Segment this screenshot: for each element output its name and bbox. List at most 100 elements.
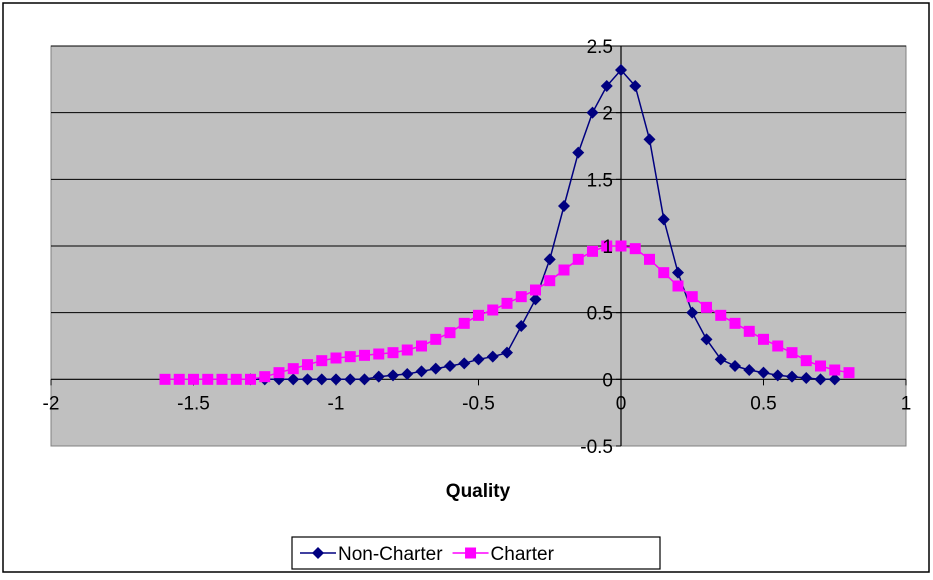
x-tick-label: -2 — [43, 393, 60, 414]
y-tick-label: 1.5 — [587, 170, 613, 191]
data-point-charter — [387, 347, 399, 359]
data-point-charter — [701, 301, 712, 313]
data-point-charter — [330, 352, 342, 364]
data-point-non-charter — [372, 370, 385, 383]
data-point-non-charter — [543, 253, 556, 266]
data-point-charter — [273, 367, 285, 379]
data-point-non-charter — [572, 146, 585, 159]
legend-swatch-marker — [465, 547, 477, 559]
data-point-charter — [359, 349, 370, 361]
data-point-charter — [686, 291, 698, 303]
data-point-charter — [544, 275, 556, 287]
data-point-charter — [430, 333, 442, 345]
data-point-charter — [202, 373, 214, 385]
data-point-non-charter — [814, 373, 827, 386]
data-point-charter — [815, 360, 826, 372]
x-tick-label: -0.5 — [462, 393, 495, 414]
x-tick-label: -1 — [328, 393, 345, 414]
legend-item-non-charter: Non-Charter — [300, 544, 443, 565]
data-point-charter — [159, 373, 171, 385]
data-point-non-charter — [486, 350, 499, 363]
data-point-non-charter — [586, 106, 599, 119]
data-point-charter — [715, 309, 727, 321]
data-point-charter — [458, 317, 470, 329]
data-point-charter — [572, 253, 584, 265]
x-axis-title: Quality — [446, 481, 511, 502]
data-point-charter — [644, 253, 655, 265]
series-layer — [159, 64, 855, 386]
data-point-non-charter — [458, 357, 471, 370]
data-point-charter — [729, 317, 741, 329]
legend-swatch-marker — [312, 547, 324, 559]
y-tick-label: 2 — [602, 104, 613, 125]
data-point-charter — [515, 291, 527, 303]
data-point-charter — [316, 355, 328, 367]
data-point-charter — [344, 351, 356, 363]
data-point-non-charter — [743, 364, 756, 376]
legend-label: Charter — [491, 544, 555, 565]
y-tick-label: -0.5 — [580, 437, 613, 458]
data-point-non-charter — [287, 373, 300, 386]
data-point-charter — [487, 304, 499, 316]
data-point-charter — [672, 280, 684, 292]
data-point-charter — [444, 327, 456, 339]
data-point-non-charter — [501, 346, 513, 359]
data-point-non-charter — [643, 133, 656, 146]
data-point-charter — [743, 325, 755, 337]
data-point-non-charter — [444, 360, 456, 372]
legend: Non-Charter Charter — [291, 536, 661, 570]
y-tick-label: 0.5 — [587, 304, 613, 325]
data-point-charter — [473, 309, 484, 321]
data-point-non-charter — [686, 306, 699, 319]
data-point-charter — [230, 373, 242, 385]
tick-labels: -2 -1.5 -1 -0.5 0 0.5 1 -0.5 0 0.5 1 1.5 2 2.5 — [43, 37, 912, 458]
data-point-charter — [216, 373, 228, 385]
data-point-non-charter — [558, 200, 570, 212]
data-point-charter — [188, 373, 199, 385]
y-tick-label: 1 — [602, 237, 613, 258]
y-tick-label: 0 — [602, 370, 613, 391]
series-non-charter — [244, 64, 841, 386]
data-point-non-charter — [529, 293, 542, 306]
data-point-non-charter — [714, 353, 727, 366]
legend-item-charter: Charter — [452, 544, 555, 565]
data-point-charter — [843, 367, 855, 379]
data-point-charter — [558, 264, 570, 276]
data-point-non-charter — [429, 362, 442, 375]
x-tick-label: 0.5 — [750, 393, 776, 414]
data-point-charter — [173, 373, 185, 385]
x-tick-label: 0 — [616, 393, 627, 414]
data-point-non-charter — [600, 80, 613, 92]
data-point-charter — [530, 284, 541, 296]
x-tick-label: 1 — [901, 393, 912, 414]
data-point-charter — [245, 373, 256, 385]
data-point-non-charter — [358, 373, 371, 386]
y-tick-label: 2.5 — [587, 37, 613, 58]
data-point-non-charter — [330, 373, 342, 386]
data-point-charter — [772, 340, 784, 352]
data-point-charter — [302, 359, 313, 371]
data-point-charter — [587, 245, 598, 257]
data-point-charter — [758, 333, 769, 345]
data-point-charter — [259, 371, 271, 383]
data-point-charter — [800, 355, 812, 367]
data-point-non-charter — [344, 373, 357, 386]
data-point-charter — [658, 267, 670, 279]
data-point-non-charter — [315, 373, 328, 386]
data-point-charter — [287, 363, 299, 375]
data-point-non-charter — [700, 333, 713, 346]
data-point-charter — [373, 348, 385, 360]
x-tick-label: -1.5 — [177, 393, 210, 414]
data-point-non-charter — [771, 369, 784, 382]
data-point-charter — [829, 364, 841, 376]
data-point-non-charter — [615, 64, 627, 76]
data-point-non-charter — [757, 366, 770, 379]
series-charter — [159, 240, 855, 385]
legend-label: Non-Charter — [338, 544, 443, 565]
data-point-non-charter — [828, 373, 841, 386]
data-point-charter — [615, 240, 627, 252]
data-point-non-charter — [800, 372, 813, 384]
data-point-non-charter — [401, 368, 414, 380]
